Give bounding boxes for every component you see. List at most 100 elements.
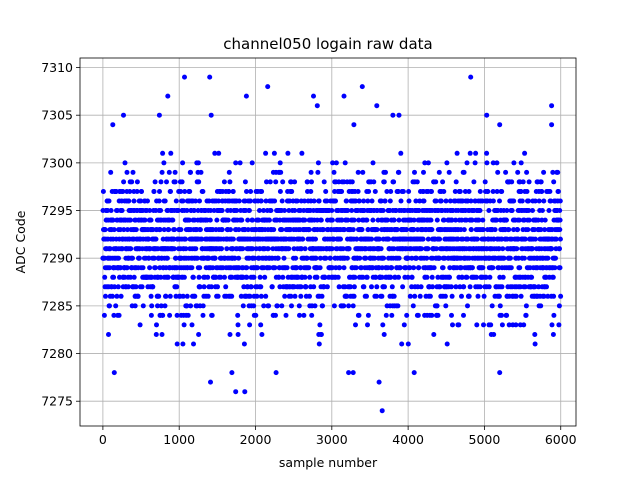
x-tick-label: 6000 — [545, 432, 577, 447]
data-point — [441, 189, 447, 194]
data-point — [356, 198, 362, 204]
data-point — [168, 150, 174, 156]
data-point — [400, 189, 406, 194]
y-tick-label: 7300 — [41, 155, 73, 170]
data-point — [184, 293, 190, 299]
data-point — [311, 284, 317, 290]
data-point — [317, 255, 323, 261]
data-point — [499, 322, 505, 328]
data-point — [461, 284, 467, 290]
data-point — [119, 208, 125, 213]
data-point — [257, 208, 262, 213]
data-point — [277, 284, 283, 290]
data-point — [557, 265, 563, 271]
data-point — [504, 208, 510, 213]
data-point — [191, 208, 197, 213]
data-point — [196, 179, 202, 185]
data-point — [160, 312, 166, 318]
data-point — [370, 160, 376, 166]
data-point — [480, 227, 486, 233]
data-point — [557, 208, 563, 213]
data-point — [131, 274, 137, 280]
data-point — [506, 322, 512, 328]
data-point — [384, 189, 390, 194]
data-point — [349, 179, 355, 185]
data-point — [547, 189, 553, 194]
data-point — [130, 255, 135, 261]
data-point — [302, 274, 308, 280]
data-point — [199, 236, 205, 242]
data-point — [500, 246, 506, 252]
data-point — [303, 284, 309, 290]
data-point — [480, 217, 486, 223]
data-point — [391, 179, 397, 185]
data-point — [409, 255, 415, 261]
data-point — [422, 160, 428, 166]
data-point — [302, 198, 307, 204]
data-point — [219, 246, 224, 252]
data-point — [197, 265, 203, 271]
data-point — [230, 236, 236, 242]
data-point — [272, 265, 278, 271]
data-point — [387, 198, 393, 204]
data-point — [521, 322, 527, 328]
data-point — [504, 312, 510, 318]
data-point — [382, 284, 387, 290]
data-point — [232, 255, 238, 261]
data-point — [234, 208, 240, 213]
data-point — [345, 217, 351, 223]
data-point — [296, 303, 302, 309]
data-point — [539, 189, 545, 194]
data-point — [215, 284, 220, 290]
data-point — [167, 312, 173, 318]
data-point — [122, 160, 128, 166]
data-point — [140, 303, 146, 309]
data-point — [484, 150, 490, 156]
data-point — [356, 217, 362, 223]
data-point — [208, 379, 213, 385]
data-point — [440, 179, 446, 185]
x-tick-label: 0 — [99, 432, 107, 447]
data-point — [550, 332, 556, 337]
data-point — [247, 322, 253, 328]
data-point — [117, 274, 122, 280]
data-point — [536, 284, 542, 290]
data-point — [180, 341, 186, 347]
data-point — [369, 284, 374, 290]
data-point — [327, 255, 333, 261]
data-point — [308, 189, 314, 194]
data-point — [157, 227, 163, 233]
data-point — [273, 370, 279, 376]
data-point — [396, 169, 402, 175]
data-point — [526, 198, 531, 204]
data-point — [379, 274, 385, 280]
data-point — [158, 303, 164, 309]
data-point — [420, 236, 426, 242]
data-point — [263, 293, 269, 299]
data-point — [388, 274, 394, 280]
data-point — [156, 293, 162, 299]
data-point — [358, 265, 364, 271]
data-point — [269, 284, 275, 290]
data-point — [135, 293, 141, 299]
data-point — [286, 208, 292, 213]
data-point — [536, 198, 542, 204]
data-point — [148, 312, 154, 318]
data-point — [261, 208, 267, 213]
data-point — [468, 74, 474, 80]
data-point — [340, 246, 346, 252]
data-point — [396, 217, 402, 223]
data-point — [163, 293, 169, 299]
data-point — [351, 122, 357, 128]
axis-ticks: 0 1000 2000 3000 4000 5000 6000 7275 7280 7285 729… — [41, 60, 577, 447]
data-point — [355, 169, 361, 175]
data-point — [553, 255, 558, 261]
data-point — [413, 255, 419, 261]
data-point — [447, 198, 453, 204]
data-point — [100, 189, 106, 194]
data-point — [477, 189, 483, 194]
data-point — [474, 322, 480, 328]
data-point — [462, 189, 468, 194]
y-tick-label: 7280 — [41, 346, 73, 361]
data-point — [175, 208, 181, 213]
